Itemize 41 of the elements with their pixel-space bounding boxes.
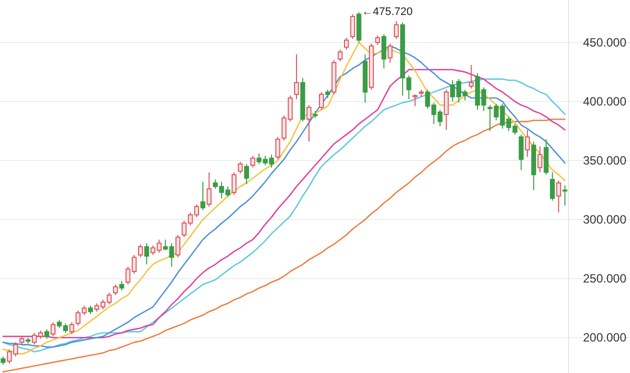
candlestick	[524, 129, 530, 158]
candlestick	[444, 89, 449, 130]
y-tick-label: 400.000	[583, 94, 627, 108]
candlestick	[556, 180, 562, 213]
candlestick	[468, 64, 474, 90]
candlestick	[412, 94, 418, 107]
y-tick-label: 300.000	[583, 212, 627, 226]
candlestick	[518, 134, 524, 170]
candlestick	[350, 14, 356, 40]
candlestick	[306, 104, 312, 142]
candlestick	[69, 322, 74, 335]
candlestick	[175, 234, 180, 258]
candlestick	[113, 284, 118, 296]
candlestick	[537, 146, 542, 173]
candlestick	[232, 172, 236, 196]
candlestick	[319, 92, 324, 110]
y-tick-label: 450.000	[583, 35, 627, 50]
y-tick-label: 350.000	[583, 153, 627, 168]
candlestick	[394, 20, 399, 40]
candlestick	[206, 172, 212, 208]
y-tick-label: 250.000	[583, 271, 627, 286]
candlestick	[119, 280, 124, 291]
y-tick-label: 200.000	[583, 330, 627, 344]
candlestick	[294, 54, 299, 100]
candlestick	[550, 172, 555, 202]
candlestick	[138, 244, 143, 258]
candlestick	[238, 161, 243, 174]
candlestick	[144, 242, 150, 265]
candlestick	[250, 155, 256, 168]
candlestick	[381, 34, 386, 69]
candlestick	[388, 43, 393, 64]
candlestick	[344, 37, 349, 50]
candlestick	[275, 136, 280, 160]
candlestick	[375, 34, 380, 46]
candlestick	[44, 328, 50, 340]
candlestick	[338, 49, 343, 62]
candlestick	[50, 322, 56, 337]
candlestick	[200, 181, 206, 211]
candlestick	[244, 164, 249, 185]
annotation: ←475.720	[362, 6, 413, 18]
candlestick	[562, 184, 568, 206]
